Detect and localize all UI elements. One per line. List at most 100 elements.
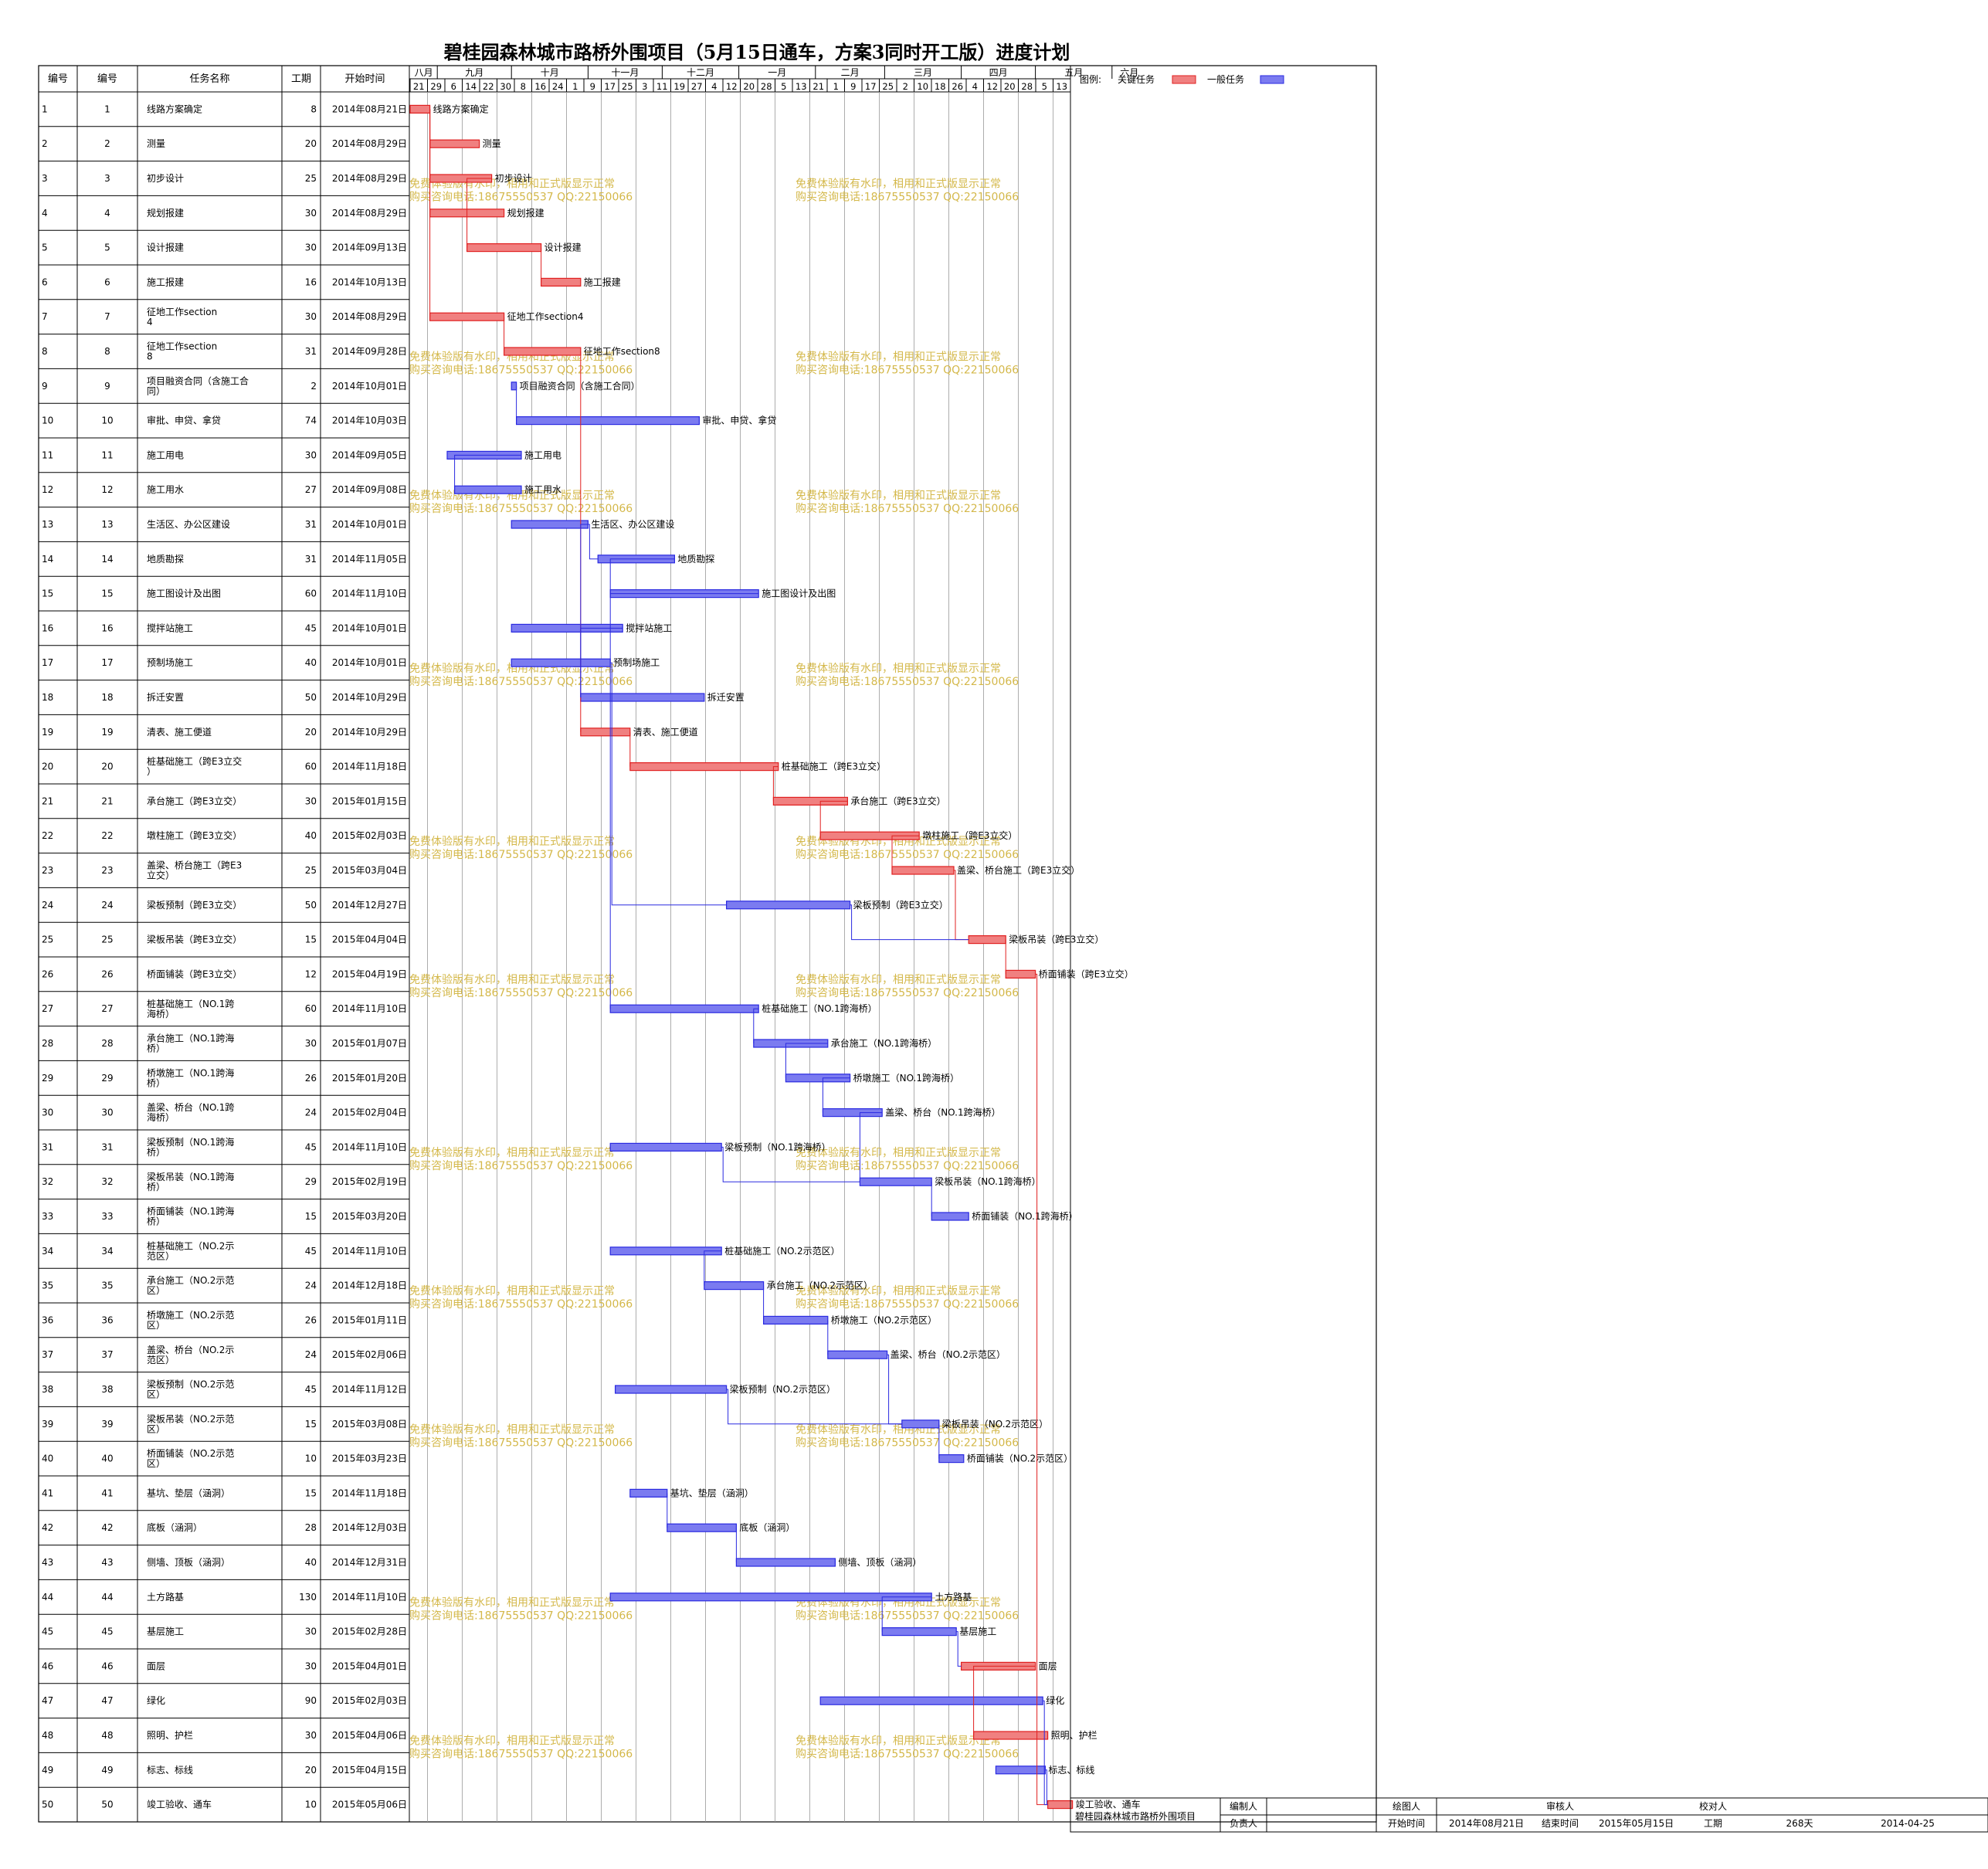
task-id: 30 — [101, 1107, 113, 1118]
task-duration: 45 — [305, 1141, 317, 1152]
bar-label: 测量 — [483, 138, 501, 149]
bar-label: 桥面铺装（NO.1跨海桥） — [972, 1210, 1077, 1222]
task-start-date: 2014年10月01日 — [332, 657, 407, 668]
row-number: 49 — [42, 1765, 53, 1776]
task-name: 施工图设计及出图 — [147, 589, 221, 599]
task-start-date: 2014年11月05日 — [332, 554, 407, 565]
task-start-date: 2014年09月05日 — [332, 449, 407, 460]
dependency-link — [580, 524, 589, 697]
task-name: 规划报建 — [147, 207, 184, 219]
dependency-link — [609, 593, 759, 1009]
task-start-date: 2015年03月23日 — [332, 1453, 407, 1464]
task-name: 桩基础施工（NO.2示 — [147, 1240, 234, 1251]
week-label: 26 — [952, 81, 963, 92]
watermark-text: 购买咨询电话:18675550537 QQ:22150066 — [409, 1437, 633, 1449]
task-duration: 30 — [305, 1730, 317, 1741]
task-duration: 60 — [305, 1003, 317, 1014]
bar-label: 线路方案确定 — [433, 103, 489, 114]
task-name: 海桥） — [147, 1008, 175, 1019]
footer-project: 碧桂园森林城市路桥外围项目 — [1075, 1810, 1196, 1822]
bar-label: 施工用电 — [524, 449, 561, 460]
task-start-date: 2014年11月12日 — [332, 1384, 407, 1395]
task-start-date: 2014年08月21日 — [332, 103, 407, 114]
task-duration: 31 — [305, 346, 317, 357]
bar-label: 侧墙、顶板（涵洞） — [838, 1557, 921, 1568]
week-label: 5 — [1042, 81, 1047, 92]
row-number: 47 — [42, 1695, 53, 1706]
row-number: 17 — [42, 657, 53, 668]
task-start-date: 2015年02月03日 — [332, 1695, 407, 1706]
week-label: 10 — [917, 81, 928, 92]
row-number: 18 — [42, 692, 53, 703]
task-id: 18 — [101, 692, 113, 703]
task-start-date: 2015年03月20日 — [332, 1211, 407, 1222]
month-label: 一月 — [768, 67, 786, 78]
task-id: 15 — [101, 589, 113, 599]
column-header: 工期 — [291, 73, 311, 85]
task-name: 4 — [147, 317, 153, 327]
week-label: 13 — [1056, 81, 1067, 92]
task-duration: 50 — [305, 692, 317, 703]
row-number: 42 — [42, 1522, 53, 1533]
footer-duration-label: 工期 — [1704, 1818, 1722, 1829]
gantt-bar — [881, 1627, 957, 1637]
task-id: 33 — [101, 1211, 113, 1222]
dependency-link — [704, 1250, 722, 1286]
task-start-date: 2015年02月28日 — [332, 1626, 407, 1637]
bar-label: 基坑、垫层（涵洞） — [670, 1487, 754, 1498]
row-number: 31 — [42, 1141, 53, 1152]
task-id: 29 — [101, 1073, 113, 1084]
row-number: 50 — [42, 1799, 53, 1810]
watermark-text: 购买咨询电话:18675550537 QQ:22150066 — [409, 676, 633, 688]
task-duration: 40 — [305, 1557, 317, 1568]
row-number: 9 — [42, 381, 48, 392]
task-name: 承台施工（跨E3立交） — [147, 795, 242, 806]
week-label: 28 — [1021, 81, 1033, 92]
bar-label: 审批、申贷、拿贷 — [702, 415, 776, 426]
watermark-text: 免费体验版有水印，相用和正式版显示正常 — [796, 974, 1001, 986]
row-number: 34 — [42, 1246, 53, 1257]
week-label: 20 — [1004, 81, 1016, 92]
dependency-link — [454, 454, 521, 490]
gantt-bar — [725, 901, 851, 910]
week-label: 3 — [642, 81, 647, 92]
row-number: 19 — [42, 727, 53, 738]
watermark-text: 购买咨询电话:18675550537 QQ:22150066 — [796, 987, 1019, 999]
task-duration: 25 — [305, 173, 317, 184]
task-name: 8 — [147, 351, 153, 362]
row-number: 14 — [42, 554, 53, 565]
task-id: 6 — [104, 276, 110, 287]
watermark-text: 免费体验版有水印，相用和正式版显示正常 — [409, 836, 615, 848]
bar-label: 竣工验收、通车 — [1076, 1799, 1141, 1810]
task-name: 梁板预制（NO.2示范 — [147, 1379, 234, 1390]
dependency-link — [887, 1354, 902, 1425]
row-number: 27 — [42, 1003, 53, 1014]
gantt-bar — [762, 1315, 829, 1325]
task-id: 10 — [101, 416, 113, 426]
gantt-bar — [429, 312, 505, 321]
task-name: 桩基础施工（跨E3立交 — [147, 755, 242, 767]
week-label: 11 — [656, 81, 668, 92]
dependency-link — [721, 1146, 860, 1182]
bar-label: 梁板吊装（NO.2示范区） — [942, 1418, 1048, 1430]
dependency-link — [891, 835, 920, 870]
task-name: 竣工验收、通车 — [147, 1799, 212, 1810]
gantt-bar — [609, 1004, 759, 1013]
row-number: 23 — [42, 865, 53, 876]
task-duration: 20 — [305, 727, 317, 738]
task-name: 桥墩施工（NO.1跨海 — [147, 1067, 234, 1078]
bar-label: 承台施工（NO.1跨海桥） — [831, 1037, 937, 1049]
gantt-bar — [609, 1142, 722, 1152]
row-number: 7 — [42, 311, 48, 322]
dependency-link — [850, 904, 969, 941]
gantt-bar — [503, 347, 582, 356]
dependency-link — [956, 1631, 962, 1667]
task-name: 施工报建 — [147, 276, 184, 287]
legend-critical-swatch — [1172, 75, 1196, 84]
task-duration: 30 — [305, 1626, 317, 1637]
task-name: 范区） — [147, 1355, 175, 1365]
legend-label: 图例: — [1080, 74, 1101, 85]
footer-checker-label: 校对人 — [1699, 1800, 1727, 1812]
task-start-date: 2014年12月31日 — [332, 1557, 407, 1568]
task-id: 25 — [101, 934, 113, 945]
